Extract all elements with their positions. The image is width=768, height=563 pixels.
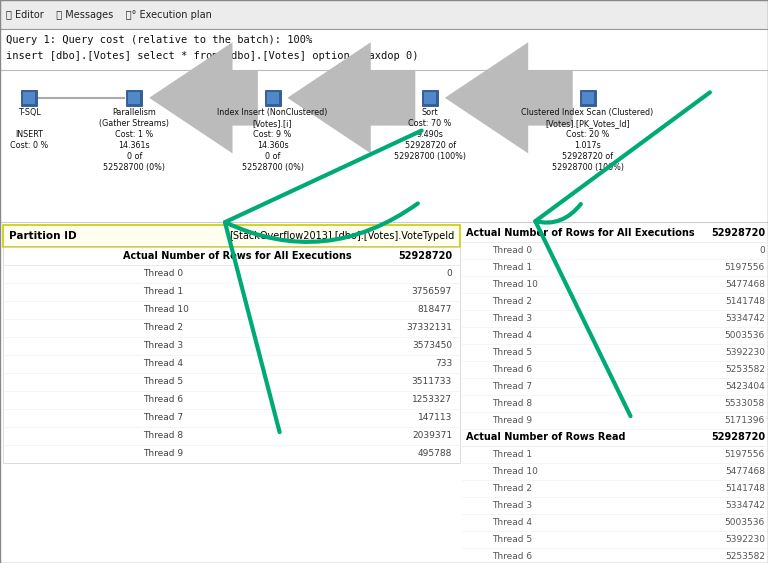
Text: 733: 733 (435, 359, 452, 368)
Text: Thread 6: Thread 6 (492, 365, 532, 374)
Text: Clustered Index Scan (Clustered)
[Votes].[PK_Votes_Id]
Cost: 20 %
1.017s
5292872: Clustered Index Scan (Clustered) [Votes]… (521, 108, 654, 172)
Text: Actual Number of Rows Read: Actual Number of Rows Read (466, 432, 625, 443)
Bar (422, 90, 438, 106)
Text: 5533058: 5533058 (725, 399, 765, 408)
Text: 495788: 495788 (418, 449, 452, 458)
Text: 5253582: 5253582 (725, 365, 765, 374)
Text: 5197556: 5197556 (725, 263, 765, 272)
Text: 5334742: 5334742 (725, 501, 765, 510)
Bar (3, 225, 460, 247)
Text: Query 1: Query cost (relative to the batch): 100%: Query 1: Query cost (relative to the bat… (6, 35, 313, 45)
Bar (424, 92, 436, 104)
Bar (265, 90, 280, 106)
Text: 5171396: 5171396 (725, 416, 765, 425)
Text: Partition ID: Partition ID (9, 231, 77, 241)
Text: 0: 0 (446, 269, 452, 278)
Text: 818477: 818477 (418, 305, 452, 314)
Text: Sort
Cost: 70 %
9.490s
52928720 of
52928700 (100%): Sort Cost: 70 % 9.490s 52928720 of 52928… (394, 108, 466, 161)
Text: 5477468: 5477468 (725, 467, 765, 476)
Text: 5253582: 5253582 (725, 552, 765, 561)
Text: 5003536: 5003536 (725, 518, 765, 527)
Text: Thread 10: Thread 10 (143, 305, 189, 314)
Text: 5197556: 5197556 (725, 450, 765, 459)
Text: 5003536: 5003536 (725, 331, 765, 340)
Bar (22, 90, 37, 106)
Bar (0, 0, 768, 29)
Bar (3, 247, 460, 463)
Bar (580, 90, 595, 106)
Text: Thread 6: Thread 6 (143, 395, 183, 404)
Text: Thread 8: Thread 8 (492, 399, 532, 408)
Text: Thread 1: Thread 1 (492, 450, 532, 459)
Text: 5334742: 5334742 (725, 314, 765, 323)
Text: 5392230: 5392230 (725, 348, 765, 357)
Text: 1253327: 1253327 (412, 395, 452, 404)
Bar (0, 29, 768, 70)
Text: Thread 0: Thread 0 (492, 246, 532, 255)
Bar (127, 90, 142, 106)
Text: 5423404: 5423404 (725, 382, 765, 391)
Text: 5477468: 5477468 (725, 280, 765, 289)
Text: 5141748: 5141748 (725, 297, 765, 306)
Text: Actual Number of Rows for All Executions: Actual Number of Rows for All Executions (123, 251, 352, 261)
Text: Thread 3: Thread 3 (492, 314, 532, 323)
Text: Thread 2: Thread 2 (492, 484, 532, 493)
Text: 5392230: 5392230 (725, 535, 765, 544)
Text: 147113: 147113 (418, 413, 452, 422)
Text: Thread 10: Thread 10 (492, 467, 538, 476)
Text: 3573450: 3573450 (412, 341, 452, 350)
Text: Thread 9: Thread 9 (143, 449, 183, 458)
Text: Parallelism
(Gather Streams)
Cost: 1 %
14.361s
0 of
52528700 (0%): Parallelism (Gather Streams) Cost: 1 % 1… (99, 108, 170, 172)
Text: ⎕ Editor    ⎕ Messages    ⎕° Execution plan: ⎕ Editor ⎕ Messages ⎕° Execution plan (6, 10, 212, 20)
Text: 0: 0 (760, 246, 765, 255)
Bar (266, 92, 279, 104)
Text: 52928720: 52928720 (711, 229, 765, 238)
Text: Thread 3: Thread 3 (143, 341, 183, 350)
Text: Thread 7: Thread 7 (492, 382, 532, 391)
Text: Index Insert (NonClustered)
[Votes].[i]
Cost: 9 %
14.360s
0 of
52528700 (0%): Index Insert (NonClustered) [Votes].[i] … (217, 108, 328, 172)
Text: 2039371: 2039371 (412, 431, 452, 440)
Text: 37332131: 37332131 (406, 323, 452, 332)
Text: Thread 8: Thread 8 (143, 431, 183, 440)
Text: Thread 10: Thread 10 (492, 280, 538, 289)
Text: Thread 3: Thread 3 (492, 501, 532, 510)
Bar (128, 92, 141, 104)
Text: Thread 5: Thread 5 (492, 348, 532, 357)
Text: Thread 2: Thread 2 (143, 323, 183, 332)
Text: Thread 1: Thread 1 (492, 263, 532, 272)
Text: 52928720: 52928720 (398, 251, 452, 261)
Bar (23, 92, 35, 104)
Text: Thread 2: Thread 2 (492, 297, 532, 306)
Text: T-SQL

INSERT
Cost: 0 %: T-SQL INSERT Cost: 0 % (10, 108, 48, 150)
Text: Thread 4: Thread 4 (143, 359, 183, 368)
Text: Thread 5: Thread 5 (143, 377, 183, 386)
Text: Thread 6: Thread 6 (492, 552, 532, 561)
Text: insert [dbo].[Votes] select * from [dbo].[Votes] option (maxdop 0): insert [dbo].[Votes] select * from [dbo]… (6, 51, 419, 61)
Text: 3756597: 3756597 (412, 287, 452, 296)
Bar (581, 92, 594, 104)
Text: Thread 9: Thread 9 (492, 416, 532, 425)
Text: Thread 4: Thread 4 (492, 331, 532, 340)
Text: 5141748: 5141748 (725, 484, 765, 493)
Bar (0, 70, 768, 222)
Text: 3511733: 3511733 (412, 377, 452, 386)
Text: Thread 4: Thread 4 (492, 518, 532, 527)
Text: Thread 5: Thread 5 (492, 535, 532, 544)
Text: 52928720: 52928720 (711, 432, 765, 443)
Text: [StackOverflow2013].[dbo].[Votes].VoteTypeId: [StackOverflow2013].[dbo].[Votes].VoteTy… (229, 231, 454, 241)
Text: Thread 7: Thread 7 (143, 413, 183, 422)
Text: Actual Number of Rows for All Executions: Actual Number of Rows for All Executions (466, 229, 694, 238)
Text: Thread 1: Thread 1 (143, 287, 183, 296)
Text: Thread 0: Thread 0 (143, 269, 183, 278)
